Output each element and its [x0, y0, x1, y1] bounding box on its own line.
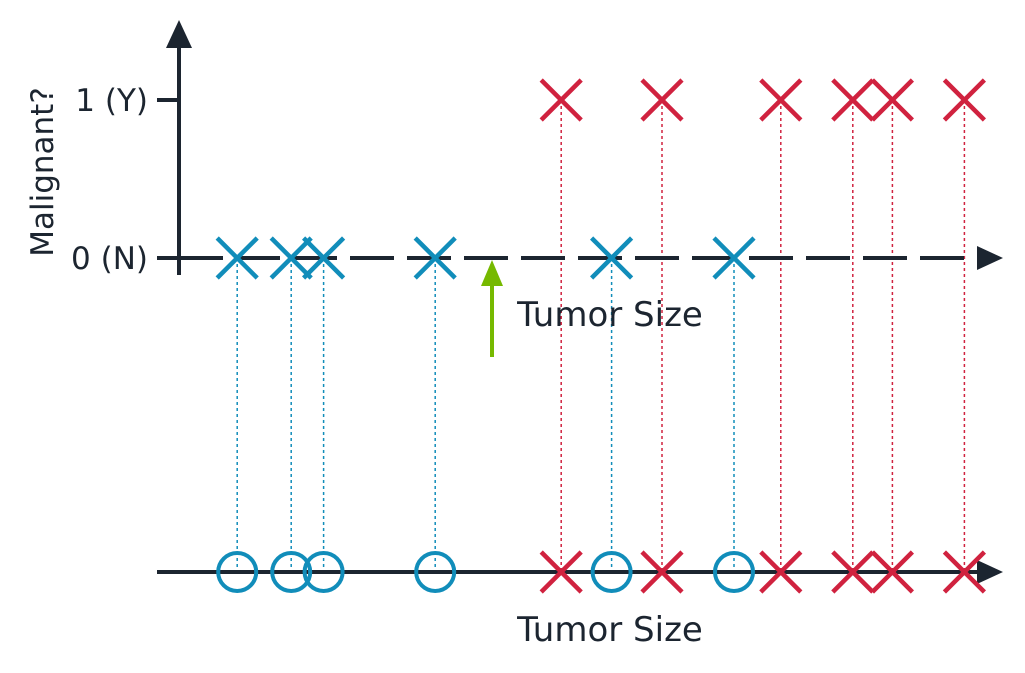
- benign-projection-0: [216, 551, 259, 593]
- malignant-projection-2-stroke-1: [759, 550, 803, 594]
- benign-projection-2: [302, 551, 345, 593]
- benign-point-5: [712, 236, 756, 280]
- malignant-projection-5: [942, 550, 986, 594]
- malignant-projection-1-stroke-1: [640, 550, 684, 594]
- benign-point-3-stroke-1: [413, 236, 457, 280]
- ytick-0-label: 0 (N): [71, 241, 148, 277]
- projection-guides: [236, 100, 966, 572]
- benign-point-0-stroke-1: [215, 236, 259, 280]
- benign-projection-3: [414, 551, 457, 593]
- malignant-projection-5-stroke-1: [942, 550, 986, 594]
- benign-projection-1: [270, 551, 313, 593]
- y-axis-arrow: [166, 20, 192, 48]
- data-marks: [215, 78, 986, 594]
- malignant-point-4: [870, 78, 914, 122]
- benign-point-4-stroke-1: [590, 236, 634, 280]
- malignant-point-1: [640, 78, 684, 122]
- benign-point-0: [215, 236, 259, 280]
- benign-point-1-stroke-1: [269, 236, 313, 280]
- malignant-projection-3-stroke-1: [831, 550, 875, 594]
- malignant-point-4-stroke-1: [870, 78, 914, 122]
- x-axis-bottom-arrow: [977, 560, 1003, 584]
- malignant-projection-2: [759, 550, 803, 594]
- benign-point-5-stroke-1: [712, 236, 756, 280]
- malignant-projection-4-stroke-1: [870, 550, 914, 594]
- benign-point-4: [590, 236, 634, 280]
- benign-projection-5: [713, 551, 755, 593]
- malignant-point-0-stroke-1: [539, 78, 583, 122]
- malignant-point-3: [831, 78, 875, 122]
- x-axis-bottom-label: Tumor Size: [516, 610, 703, 650]
- benign-point-3: [413, 236, 457, 280]
- malignant-point-3-stroke-1: [831, 78, 875, 122]
- malignant-projection-1: [640, 550, 684, 594]
- malignant-point-5: [942, 78, 986, 122]
- malignant-point-2: [759, 78, 803, 122]
- malignant-point-5-stroke-1: [942, 78, 986, 122]
- malignant-projection-3: [831, 550, 875, 594]
- benign-point-2: [302, 236, 346, 280]
- x-axis-top-label: Tumor Size: [516, 295, 703, 335]
- malignant-point-0: [539, 78, 583, 122]
- benign-point-1: [269, 236, 313, 280]
- malignant-point-2-stroke-1: [759, 78, 803, 122]
- benign-point-2-stroke-1: [302, 236, 346, 280]
- threshold-arrow-head: [481, 260, 503, 286]
- benign-projection-4: [590, 551, 633, 593]
- y-axis-label: Malignant?: [25, 87, 61, 257]
- ytick-1-label: 1 (Y): [75, 83, 148, 119]
- malignant-projection-0-stroke-1: [539, 550, 583, 594]
- malignant-point-1-stroke-1: [640, 78, 684, 122]
- malignant-projection-4: [870, 550, 914, 594]
- x-axis-top-arrow: [977, 246, 1003, 270]
- malignant-projection-0: [539, 550, 583, 594]
